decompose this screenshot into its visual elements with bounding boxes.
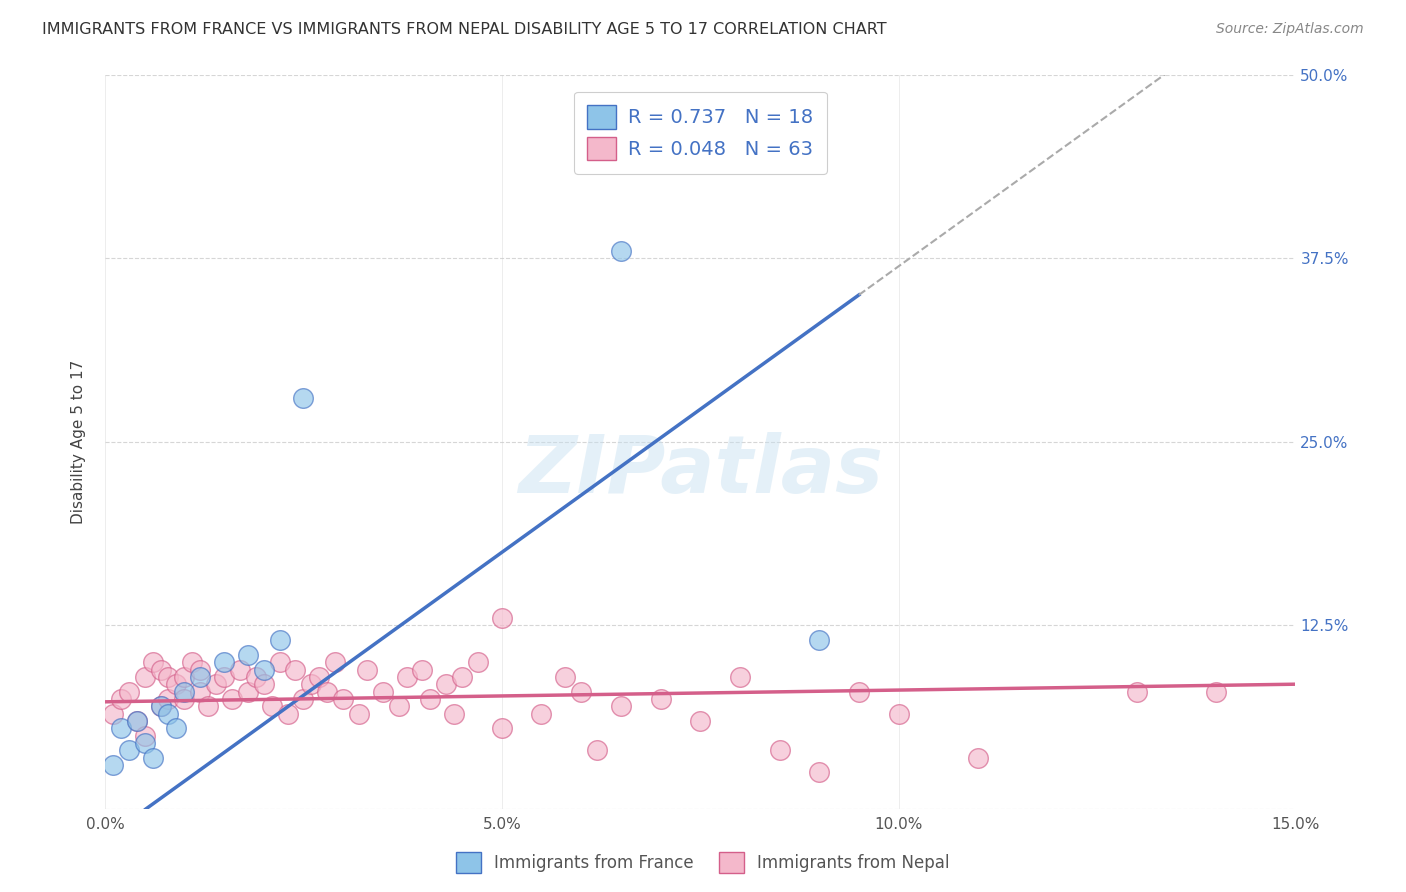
Point — [125, 714, 148, 728]
Point — [253, 663, 276, 677]
Point — [197, 699, 219, 714]
Point — [451, 670, 474, 684]
Point — [292, 692, 315, 706]
Point — [610, 699, 633, 714]
Point — [332, 692, 354, 706]
Point — [491, 721, 513, 735]
Point — [134, 736, 156, 750]
Point — [149, 699, 172, 714]
Point — [443, 706, 465, 721]
Point — [157, 670, 180, 684]
Point — [205, 677, 228, 691]
Point — [269, 655, 291, 669]
Point — [411, 663, 433, 677]
Point — [967, 750, 990, 764]
Point — [236, 684, 259, 698]
Point — [808, 765, 831, 780]
Point — [188, 663, 211, 677]
Point — [1205, 684, 1227, 698]
Point — [229, 663, 252, 677]
Point — [323, 655, 346, 669]
Point — [467, 655, 489, 669]
Point — [125, 714, 148, 728]
Point — [157, 706, 180, 721]
Point — [887, 706, 910, 721]
Point — [157, 692, 180, 706]
Point — [610, 244, 633, 258]
Point — [356, 663, 378, 677]
Point — [277, 706, 299, 721]
Point — [284, 663, 307, 677]
Point — [134, 670, 156, 684]
Point — [434, 677, 457, 691]
Point — [188, 684, 211, 698]
Point — [808, 633, 831, 648]
Point — [316, 684, 339, 698]
Point — [347, 706, 370, 721]
Point — [173, 684, 195, 698]
Point — [848, 684, 870, 698]
Point — [388, 699, 411, 714]
Text: IMMIGRANTS FROM FRANCE VS IMMIGRANTS FROM NEPAL DISABILITY AGE 5 TO 17 CORRELATI: IMMIGRANTS FROM FRANCE VS IMMIGRANTS FRO… — [42, 22, 887, 37]
Point — [299, 677, 322, 691]
Point — [260, 699, 283, 714]
Point — [142, 750, 165, 764]
Legend: Immigrants from France, Immigrants from Nepal: Immigrants from France, Immigrants from … — [450, 846, 956, 880]
Point — [165, 721, 187, 735]
Point — [118, 684, 141, 698]
Point — [554, 670, 576, 684]
Point — [110, 721, 132, 735]
Point — [188, 670, 211, 684]
Point — [173, 670, 195, 684]
Point — [768, 743, 790, 757]
Point — [212, 670, 235, 684]
Point — [530, 706, 553, 721]
Point — [650, 692, 672, 706]
Point — [149, 699, 172, 714]
Point — [1125, 684, 1147, 698]
Y-axis label: Disability Age 5 to 17: Disability Age 5 to 17 — [72, 359, 86, 524]
Point — [221, 692, 243, 706]
Point — [165, 677, 187, 691]
Point — [134, 729, 156, 743]
Point — [395, 670, 418, 684]
Point — [269, 633, 291, 648]
Point — [101, 706, 124, 721]
Point — [586, 743, 609, 757]
Point — [101, 758, 124, 772]
Text: ZIPatlas: ZIPatlas — [517, 433, 883, 510]
Point — [181, 655, 204, 669]
Point — [173, 692, 195, 706]
Point — [253, 677, 276, 691]
Point — [212, 655, 235, 669]
Point — [292, 391, 315, 405]
Point — [419, 692, 441, 706]
Point — [371, 684, 394, 698]
Point — [728, 670, 751, 684]
Point — [245, 670, 267, 684]
Point — [569, 684, 592, 698]
Point — [236, 648, 259, 662]
Legend: R = 0.737   N = 18, R = 0.048   N = 63: R = 0.737 N = 18, R = 0.048 N = 63 — [574, 92, 827, 174]
Point — [149, 663, 172, 677]
Point — [491, 611, 513, 625]
Text: Source: ZipAtlas.com: Source: ZipAtlas.com — [1216, 22, 1364, 37]
Point — [689, 714, 711, 728]
Point — [118, 743, 141, 757]
Point — [110, 692, 132, 706]
Point — [308, 670, 330, 684]
Point — [142, 655, 165, 669]
